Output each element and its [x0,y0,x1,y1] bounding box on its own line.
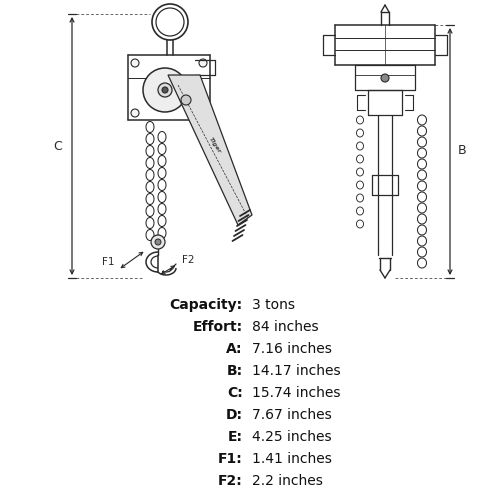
Circle shape [162,87,168,93]
Text: D:: D: [226,408,242,422]
Text: A:: A: [226,342,242,356]
Text: B: B [458,144,466,158]
Circle shape [158,83,172,97]
Circle shape [131,59,139,67]
Text: E:: E: [228,430,242,444]
Text: B:: B: [226,364,242,378]
Text: 7.67 inches: 7.67 inches [252,408,332,422]
Text: 84 inches: 84 inches [252,320,319,334]
Circle shape [199,59,207,67]
Text: 7.16 inches: 7.16 inches [252,342,332,356]
Circle shape [131,109,139,117]
Circle shape [143,68,187,112]
Text: 14.17 inches: 14.17 inches [252,364,341,378]
Text: 4.25 inches: 4.25 inches [252,430,332,444]
Text: F2: F2 [182,255,194,265]
Text: F2:: F2: [218,474,242,488]
Circle shape [381,74,389,82]
Text: F1:: F1: [218,452,242,466]
Text: 1.41 inches: 1.41 inches [252,452,332,466]
Circle shape [151,235,165,249]
Text: C:: C: [227,386,242,400]
Text: Effort:: Effort: [192,320,242,334]
Circle shape [181,95,191,105]
Text: Tiger: Tiger [208,136,222,154]
Circle shape [155,239,161,245]
Text: 2.2 inches: 2.2 inches [252,474,324,488]
Text: 15.74 inches: 15.74 inches [252,386,341,400]
Text: F1: F1 [102,257,114,267]
Text: 3 tons: 3 tons [252,298,296,312]
Text: Capacity:: Capacity: [170,298,242,312]
Circle shape [199,109,207,117]
Text: C: C [54,140,62,152]
Polygon shape [168,75,252,225]
